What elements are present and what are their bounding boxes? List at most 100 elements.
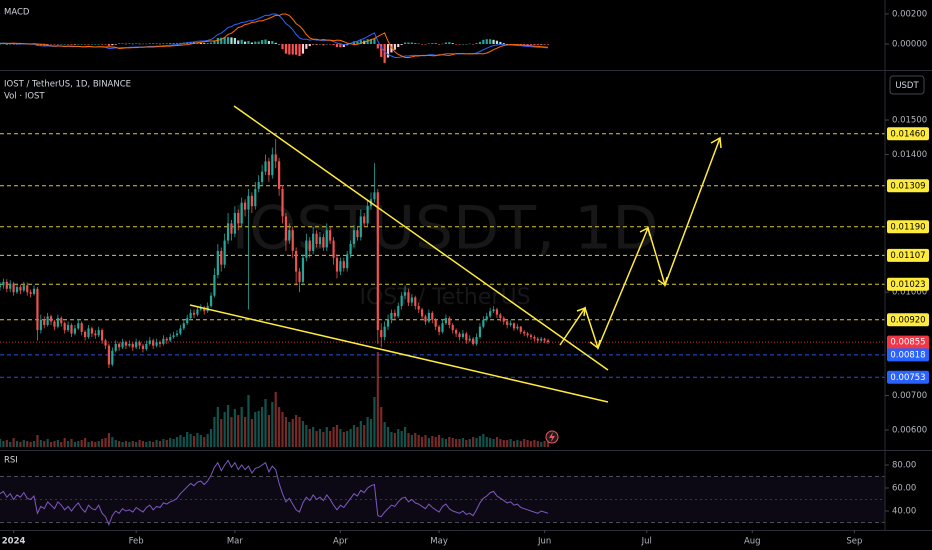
volume-bar	[451, 438, 454, 447]
volume-bar	[295, 415, 298, 447]
macd-histogram-bar	[472, 44, 475, 45]
macd-histogram-bar	[352, 41, 356, 45]
macd-histogram-bar	[281, 44, 284, 50]
candle-body	[226, 223, 230, 241]
candle-body	[111, 350, 114, 365]
volume-bar	[363, 425, 366, 447]
y-tick-label: 0.01000	[892, 288, 927, 298]
macd-histogram-bar	[305, 44, 308, 49]
volume-bar	[141, 441, 145, 447]
macd-histogram-bar	[5, 44, 8, 45]
x-tick-label: Mar	[227, 537, 244, 547]
volume-bar	[83, 438, 87, 447]
alert-bolt	[549, 432, 555, 442]
volume-bar	[189, 434, 192, 447]
macd-histogram-bar	[431, 43, 434, 45]
candle-body	[495, 309, 499, 315]
macd-histogram-bar	[332, 44, 335, 45]
volume-bar	[472, 437, 475, 447]
volume-bar	[2, 441, 5, 447]
volume-bar	[397, 429, 400, 447]
volume-bar	[196, 433, 199, 447]
candle-body	[264, 161, 267, 172]
candle-body	[400, 295, 403, 306]
macd-histogram-bar	[158, 43, 162, 45]
macd-histogram-bar	[475, 43, 478, 45]
macd-histogram-bar	[529, 44, 533, 45]
macd-histogram-bar	[216, 38, 219, 45]
volume-bar	[519, 441, 522, 447]
candle-body	[407, 292, 410, 303]
candle-body	[104, 340, 107, 346]
volume-bar	[220, 419, 223, 447]
volume-bar	[499, 439, 502, 447]
currency-button[interactable]	[889, 75, 925, 95]
volume-bar	[424, 435, 427, 447]
volume-bar	[199, 435, 202, 447]
candle-body	[380, 330, 383, 337]
candle-body	[145, 343, 148, 350]
macd-histogram-bar	[114, 44, 117, 45]
signal-line	[0, 13, 549, 58]
candle-body	[141, 345, 145, 350]
candle-body	[322, 237, 325, 248]
volume-bar	[393, 433, 396, 447]
volume-bar	[39, 440, 42, 447]
macd-histogram-bar	[533, 44, 536, 45]
volume-bar	[32, 441, 36, 447]
y-tick-label: 60.00	[892, 483, 916, 493]
macd-histogram-bar	[77, 44, 80, 45]
macd-histogram-bar	[376, 44, 379, 49]
candle-body	[97, 330, 100, 336]
macd-histogram-bar	[70, 44, 73, 45]
candle-body	[155, 342, 158, 346]
volume-bar	[267, 415, 271, 447]
candle-body	[182, 323, 185, 329]
trend-line	[233, 105, 609, 371]
volume-bar	[107, 433, 111, 447]
candle-body	[172, 335, 175, 337]
candle-body	[349, 244, 352, 255]
volume-bar	[281, 412, 284, 447]
macd-histogram-bar	[220, 37, 223, 45]
volume-bar	[308, 429, 311, 447]
y-tick-label: 0.00600	[892, 425, 927, 435]
x-tick-label: 2024	[2, 537, 26, 547]
macd-histogram-bar	[540, 44, 543, 45]
candle-body	[80, 323, 83, 332]
volume-bar	[390, 432, 393, 447]
volume-bar	[407, 433, 410, 447]
volume-bar	[124, 441, 128, 447]
candle-body	[332, 240, 335, 258]
candle-body	[152, 340, 155, 346]
candle-body	[540, 338, 543, 341]
candle-body	[475, 336, 478, 344]
volume-bar	[216, 407, 219, 447]
macd-histogram-bar	[165, 43, 168, 45]
volume-bar	[441, 438, 444, 447]
y-tick-label: 0.01500	[892, 116, 927, 126]
macd-histogram-bar	[288, 44, 291, 55]
candle-body	[70, 324, 73, 334]
volume-bar	[359, 421, 362, 447]
macd-histogram-bar	[523, 44, 526, 45]
macd-histogram-bar	[128, 43, 131, 45]
macd-histogram-bar	[94, 44, 97, 45]
price-level-label: 0.01309	[890, 181, 925, 191]
candle-body	[295, 250, 298, 272]
candle-body	[329, 230, 332, 241]
candle-body	[284, 216, 288, 241]
volume-bar	[448, 437, 451, 447]
candle-body	[291, 230, 294, 251]
macd-histogram-bar	[482, 39, 485, 45]
macd-histogram-bar	[226, 37, 230, 45]
macd-histogram-bar	[274, 42, 277, 45]
macd-histogram-bar	[2, 43, 5, 45]
volume-bar	[526, 440, 529, 447]
macd-histogram-bar	[264, 39, 267, 45]
volume-bar	[492, 439, 495, 447]
macd-histogram-bar	[189, 42, 192, 45]
macd-histogram-bar	[278, 44, 281, 45]
x-tick-label: Sep	[846, 537, 862, 547]
macd-histogram-bar	[465, 44, 468, 45]
